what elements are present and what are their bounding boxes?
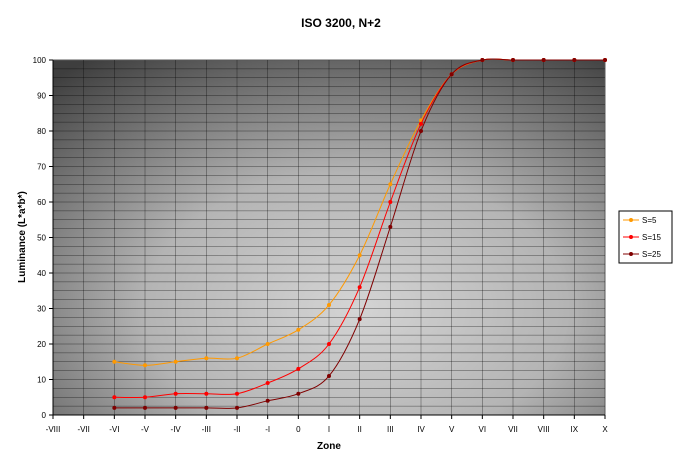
y-tick-label: 30: [37, 305, 46, 314]
data-point: [357, 317, 362, 322]
data-point: [357, 253, 362, 258]
y-tick-label: 100: [33, 56, 47, 65]
data-point: [143, 395, 147, 400]
data-point: [235, 405, 239, 410]
data-point: [388, 200, 393, 204]
data-point: [112, 359, 117, 364]
data-point: [419, 121, 423, 126]
x-tick-label: -VIII: [46, 425, 61, 434]
data-point: [419, 129, 423, 133]
x-tick-label: IX: [571, 425, 579, 434]
data-point: [357, 285, 362, 290]
x-tick-label: -VII: [77, 425, 89, 434]
data-point: [388, 224, 393, 229]
y-axis-title: Luminance (L*a*b*): [17, 191, 28, 283]
y-tick-label: 20: [37, 340, 46, 349]
x-tick-label: VIII: [538, 425, 550, 434]
data-point: [388, 182, 393, 187]
data-point: [480, 58, 485, 62]
data-point: [296, 366, 301, 371]
data-point: [265, 342, 270, 346]
data-point: [296, 391, 301, 396]
x-tick-label: IV: [417, 425, 425, 434]
data-point: [173, 359, 178, 364]
x-tick-label: I: [328, 425, 330, 434]
x-tick-label: VI: [479, 425, 487, 434]
chart-title: ISO 3200, N+2: [301, 16, 381, 30]
grid: [52, 59, 606, 416]
series-line: [114, 58, 605, 409]
x-tick-label: -VI: [109, 425, 119, 434]
legend-marker: [629, 235, 633, 239]
x-tick-label: 0: [296, 425, 301, 434]
data-point: [112, 405, 117, 410]
data-point: [265, 398, 270, 403]
data-point: [572, 58, 577, 62]
x-tick-label: -I: [265, 425, 270, 434]
data-point: [235, 356, 239, 361]
y-tick-label: 90: [37, 92, 46, 101]
data-point: [541, 58, 546, 62]
x-axis-title: Zone: [317, 441, 341, 452]
data-point: [204, 405, 209, 410]
x-tick-label: -V: [141, 425, 150, 434]
y-tick-label: 80: [37, 127, 46, 136]
legend-label: S=15: [642, 233, 661, 242]
axes: [49, 59, 606, 419]
x-tick-labels: -VIII -VII -VI -V -IV -III -II -I 0 I II III IV V VI VI…: [46, 425, 609, 434]
data-point: [327, 373, 331, 378]
data-point: [327, 302, 331, 307]
data-point: [143, 405, 147, 410]
data-point: [265, 381, 270, 386]
x-tick-label: II: [357, 425, 361, 434]
legend-marker: [629, 218, 633, 222]
data-point: [235, 391, 239, 396]
y-tick-label: 60: [37, 198, 46, 207]
data-point: [204, 356, 209, 361]
x-tick-label: -IV: [171, 425, 182, 434]
y-tick-label: 0: [42, 411, 47, 420]
y-tick-labels: 0 10 20 30 40 50 60 70 80 90 100: [33, 56, 47, 420]
data-point: [112, 395, 117, 400]
data-point: [449, 72, 454, 77]
y-tick-label: 70: [37, 163, 46, 172]
data-point: [173, 405, 178, 410]
data-point: [143, 363, 147, 368]
data-point: [327, 342, 331, 346]
data-point: [511, 58, 515, 62]
data-point: [204, 391, 209, 396]
legend: S=5 S=15 S=25: [618, 210, 673, 264]
x-tick-label: -II: [233, 425, 240, 434]
legend-marker: [629, 252, 633, 256]
x-tick-label: V: [449, 425, 455, 434]
x-tick-label: VII: [508, 425, 518, 434]
data-point: [603, 58, 607, 62]
x-tick-label: -III: [202, 425, 211, 434]
x-tick-label: X: [602, 425, 608, 434]
y-tick-label: 10: [37, 376, 46, 385]
series-lines: [112, 58, 607, 410]
y-tick-label: 40: [37, 269, 46, 278]
legend-label: S=25: [642, 250, 661, 259]
data-point: [173, 391, 178, 396]
y-tick-label: 50: [37, 234, 46, 243]
legend-label: S=5: [642, 216, 657, 225]
x-tick-label: III: [387, 425, 394, 434]
data-point: [296, 327, 301, 332]
